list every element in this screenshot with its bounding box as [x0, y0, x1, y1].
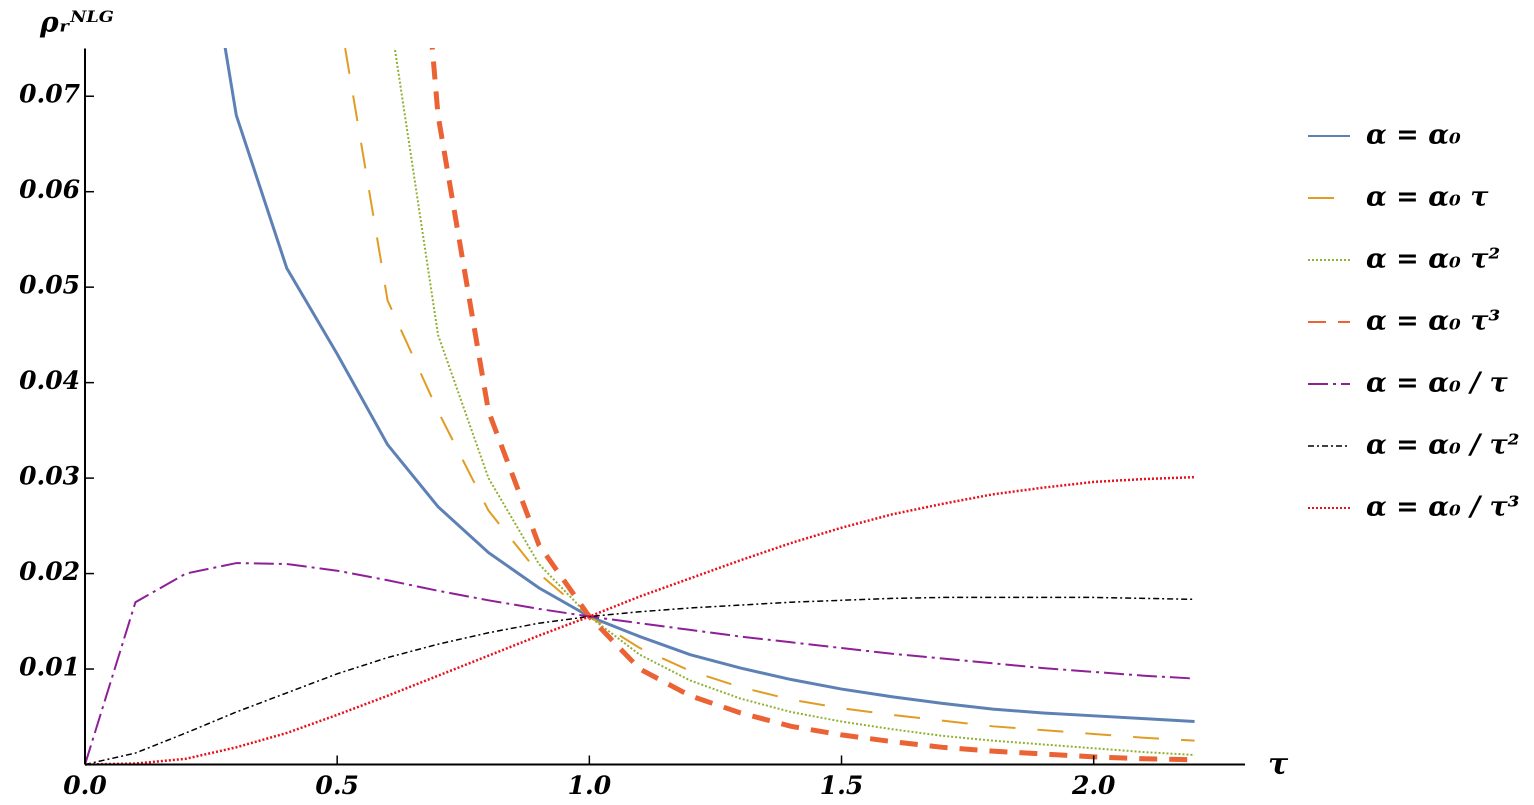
x-tick-label: 0.5 [315, 771, 359, 800]
series-line [429, 48, 1195, 763]
series-line [223, 48, 1195, 724]
x-tick-label: 0.0 [63, 771, 107, 800]
y-tick-label: 0.05 [19, 271, 80, 300]
plot-area [85, 48, 1195, 766]
y-tick-label: 0.02 [19, 557, 80, 586]
legend-label: α = α₀ τ² [1366, 244, 1500, 275]
x-axis-label: τ [1268, 747, 1289, 782]
series-line [344, 48, 1195, 742]
y-axis-label: ρᵣᴺᴸᴳ [39, 6, 114, 39]
x-tick-label: 1.5 [820, 771, 864, 800]
y-tick-label: 0.06 [19, 175, 80, 204]
series-line [85, 596, 1195, 766]
legend-label: α = α₀ [1366, 120, 1461, 151]
y-tick-label: 0.04 [19, 366, 80, 395]
y-tick-label: 0.07 [19, 80, 80, 109]
legend-label: α = α₀ / τ³ [1366, 492, 1520, 523]
series-line [85, 475, 1195, 766]
x-tick-label: 2.0 [1071, 771, 1116, 800]
y-tick-label: 0.03 [19, 462, 80, 491]
series-line [85, 562, 1195, 765]
legend-label: α = α₀ / τ² [1366, 430, 1519, 461]
legend-label: α = α₀ τ³ [1366, 306, 1500, 337]
legend-label: α = α₀ / τ [1366, 368, 1508, 399]
series-line [393, 48, 1195, 756]
legend-label: α = α₀ τ [1366, 182, 1489, 213]
x-tick-label: 1.0 [568, 771, 612, 800]
y-tick-label: 0.01 [19, 653, 80, 682]
